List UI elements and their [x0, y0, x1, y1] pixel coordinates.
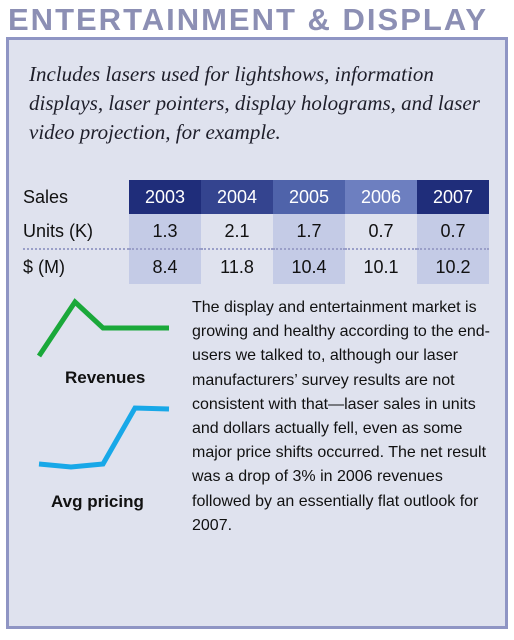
- year-header: 2005: [273, 180, 345, 214]
- table-header-row: Sales 2003 2004 2005 2006 2007: [23, 180, 489, 214]
- table-cell: 0.7: [345, 214, 417, 250]
- table-cell: 10.1: [345, 250, 417, 284]
- year-header: 2003: [129, 180, 201, 214]
- table-cell: 8.4: [129, 250, 201, 284]
- body-text: The display and entertainment market is …: [192, 299, 490, 534]
- table-cell: 2.1: [201, 214, 273, 250]
- table-row: Units (K) 1.3 2.1 1.7 0.7 0.7: [23, 214, 489, 250]
- section-title: ENTERTAINMENT & DISPLAY: [8, 2, 489, 37]
- section-banner: ENTERTAINMENT & DISPLAY: [0, 0, 514, 37]
- row-label: Units (K): [23, 214, 129, 250]
- table-cell: 1.7: [273, 214, 345, 250]
- avg-pricing-trend-line: [38, 405, 170, 470]
- revenues-trend-line: [36, 298, 169, 358]
- avg-pricing-label: Avg pricing: [51, 492, 144, 511]
- table-cell: 0.7: [417, 214, 489, 250]
- table-cell: 11.8: [201, 250, 273, 284]
- table-cell: 10.4: [273, 250, 345, 284]
- table-row: $ (M) 8.4 11.8 10.4 10.1 10.2: [23, 250, 489, 284]
- row-label: $ (M): [23, 256, 65, 277]
- year-header: 2004: [201, 180, 273, 214]
- intro-text: Includes lasers used for lightshows, inf…: [29, 62, 480, 144]
- table-corner-label: Sales: [23, 186, 69, 207]
- year-header: 2007: [417, 180, 489, 214]
- content-panel: Includes lasers used for lightshows, inf…: [6, 37, 508, 629]
- year-header: 2006: [345, 180, 417, 214]
- sales-table: Sales 2003 2004 2005 2006 2007 Units (K)…: [23, 180, 489, 284]
- table-cell: 10.2: [417, 250, 489, 284]
- revenues-label: Revenues: [65, 368, 146, 387]
- table-cell: 1.3: [129, 214, 201, 250]
